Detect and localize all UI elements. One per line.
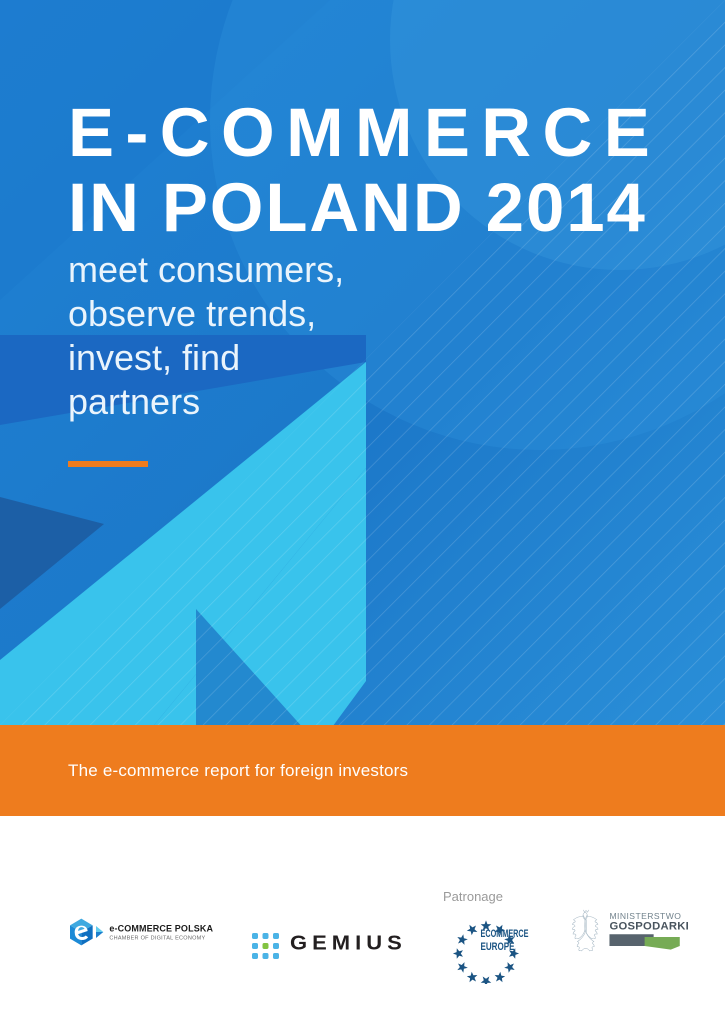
svg-text:MINISTERSTWO: MINISTERSTWO: [609, 911, 681, 921]
svg-text:GOSPODARKI: GOSPODARKI: [609, 921, 689, 933]
svg-text:ECOMMERCE: ECOMMERCE: [481, 928, 529, 940]
svg-text:CHAMBER OF DIGITAL ECONOMY: CHAMBER OF DIGITAL ECONOMY: [109, 935, 205, 941]
svg-text:e-COMMERCE POLSKA: e-COMMERCE POLSKA: [109, 923, 213, 933]
svg-text:EUROPE: EUROPE: [481, 941, 515, 953]
